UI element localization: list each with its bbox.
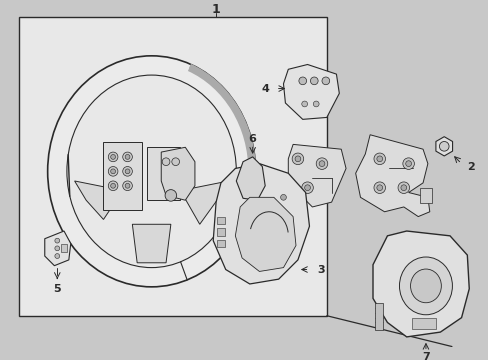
Circle shape bbox=[125, 169, 130, 174]
Circle shape bbox=[376, 185, 382, 190]
Bar bbox=[374, 303, 382, 330]
Circle shape bbox=[122, 152, 132, 162]
Polygon shape bbox=[75, 181, 122, 220]
Polygon shape bbox=[235, 197, 295, 271]
Polygon shape bbox=[132, 224, 170, 263]
Text: 4: 4 bbox=[261, 84, 268, 94]
Circle shape bbox=[402, 158, 413, 170]
Circle shape bbox=[55, 238, 60, 243]
Ellipse shape bbox=[410, 269, 441, 303]
Circle shape bbox=[373, 153, 385, 165]
Circle shape bbox=[108, 181, 118, 190]
Circle shape bbox=[280, 194, 286, 200]
Text: 7: 7 bbox=[421, 352, 429, 360]
Circle shape bbox=[304, 185, 310, 190]
Polygon shape bbox=[283, 64, 339, 120]
Circle shape bbox=[301, 182, 313, 193]
Circle shape bbox=[376, 156, 382, 162]
Circle shape bbox=[291, 153, 303, 165]
Bar bbox=[419, 188, 431, 203]
Circle shape bbox=[125, 183, 130, 188]
Circle shape bbox=[397, 182, 409, 193]
Circle shape bbox=[294, 156, 300, 162]
Circle shape bbox=[319, 161, 324, 167]
Text: 1: 1 bbox=[211, 3, 220, 16]
Ellipse shape bbox=[67, 75, 236, 267]
Circle shape bbox=[298, 77, 306, 85]
Bar bbox=[217, 240, 224, 247]
Circle shape bbox=[277, 192, 289, 203]
Circle shape bbox=[316, 158, 327, 170]
Circle shape bbox=[171, 158, 179, 166]
Circle shape bbox=[165, 190, 176, 201]
Circle shape bbox=[321, 77, 329, 85]
Bar bbox=[103, 143, 142, 210]
Circle shape bbox=[439, 141, 448, 151]
Polygon shape bbox=[264, 144, 346, 212]
Circle shape bbox=[373, 182, 385, 193]
Polygon shape bbox=[435, 137, 452, 156]
Text: 5: 5 bbox=[53, 284, 61, 294]
Bar bbox=[411, 318, 435, 329]
Circle shape bbox=[108, 152, 118, 162]
Polygon shape bbox=[372, 231, 468, 337]
Circle shape bbox=[122, 167, 132, 176]
Circle shape bbox=[313, 101, 319, 107]
Polygon shape bbox=[236, 157, 264, 200]
Polygon shape bbox=[355, 135, 429, 217]
Bar bbox=[146, 147, 180, 200]
Circle shape bbox=[108, 167, 118, 176]
Polygon shape bbox=[213, 164, 309, 284]
Circle shape bbox=[55, 246, 60, 251]
Circle shape bbox=[301, 101, 307, 107]
Text: 3: 3 bbox=[317, 265, 324, 275]
Circle shape bbox=[400, 185, 406, 190]
Polygon shape bbox=[45, 231, 71, 266]
Circle shape bbox=[122, 181, 132, 190]
Bar bbox=[217, 228, 224, 236]
Text: 6: 6 bbox=[248, 134, 256, 144]
Circle shape bbox=[162, 158, 169, 166]
Bar bbox=[19, 17, 326, 316]
Polygon shape bbox=[161, 147, 195, 200]
Circle shape bbox=[110, 183, 115, 188]
Bar bbox=[217, 217, 224, 224]
Bar bbox=[61, 244, 67, 252]
Circle shape bbox=[310, 77, 318, 85]
Polygon shape bbox=[180, 181, 228, 224]
Circle shape bbox=[125, 154, 130, 159]
Ellipse shape bbox=[47, 56, 255, 287]
Circle shape bbox=[55, 254, 60, 258]
Circle shape bbox=[110, 169, 115, 174]
Circle shape bbox=[110, 154, 115, 159]
Circle shape bbox=[405, 161, 411, 167]
Ellipse shape bbox=[399, 257, 451, 315]
Text: 2: 2 bbox=[467, 162, 474, 172]
